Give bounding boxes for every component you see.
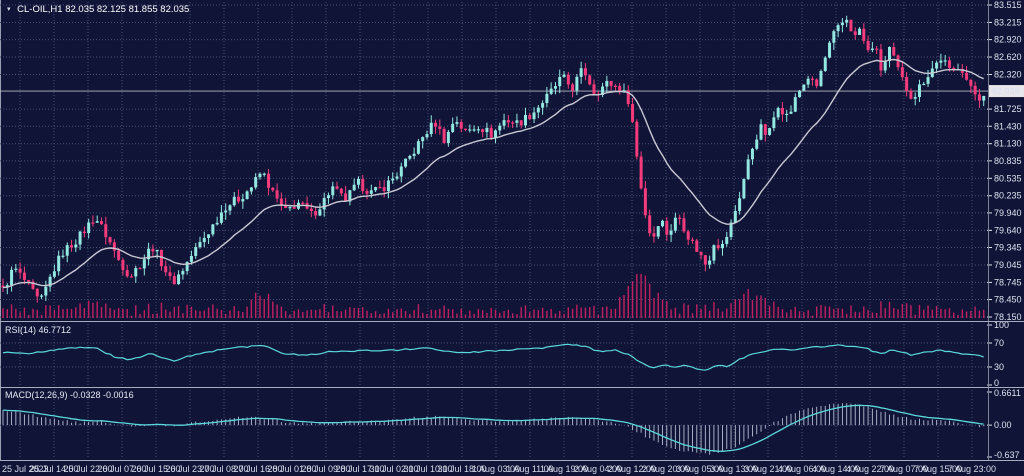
svg-text:80.835: 80.835 — [994, 156, 1022, 166]
time-label: 1 Aug 11:00 — [506, 464, 554, 474]
rsi-indicator-label: RSI(14) 46.7712 — [5, 325, 72, 335]
time-label: 4 Aug 14:00 — [811, 464, 861, 474]
svg-text:81.130: 81.130 — [994, 139, 1022, 149]
volume-bars — [2, 274, 985, 318]
rsi-indicator-canvas[interactable]: 100 70 30 0 — [0, 322, 1024, 388]
time-label: 31 Jul 18:00 — [437, 464, 487, 474]
svg-text:78.450: 78.450 — [994, 295, 1022, 305]
svg-text:70: 70 — [994, 338, 1004, 348]
svg-text:83.215: 83.215 — [994, 17, 1022, 27]
svg-text:0: 0 — [994, 378, 999, 388]
macd-histogram — [2, 403, 985, 455]
time-label: 26 Jul 07:00 — [97, 464, 147, 474]
svg-text:78.150: 78.150 — [994, 312, 1022, 322]
time-label: 27 Jul 08:00 — [199, 464, 249, 474]
price-axis[interactable]: 83.515 83.215 82.920 82.620 82.320 81.725 81.4… — [987, 0, 1022, 322]
time-label: 27 Jul 16:00 — [233, 464, 283, 474]
svg-text:-0.637: -0.637 — [994, 450, 1020, 460]
collapse-triangle-icon[interactable]: ▾ — [7, 6, 11, 13]
chart-title-text: CL-OIL,H1 82.035 82.125 81.855 82.035 — [17, 4, 190, 15]
svg-text:100: 100 — [994, 322, 1009, 330]
time-label: 3 Aug 21:00 — [743, 464, 793, 474]
time-label: 25 Jul 2023 — [2, 464, 49, 474]
svg-text:78.745: 78.745 — [994, 277, 1022, 287]
time-label: 31 Jul 10:00 — [403, 464, 453, 474]
time-label: 3 Aug 13:00 — [709, 464, 759, 474]
chart-title-bar: ▾ CL-OIL,H1 82.035 82.125 81.855 82.035 — [7, 4, 189, 15]
time-label: 25 Jul 14:00 — [29, 464, 79, 474]
svg-text:79.940: 79.940 — [994, 208, 1022, 218]
svg-text:79.640: 79.640 — [994, 225, 1022, 235]
time-label: 3 Aug 05:00 — [675, 464, 725, 474]
svg-text:81.725: 81.725 — [994, 104, 1022, 114]
time-label: 26 Jul 15:00 — [131, 464, 181, 474]
window-left-border — [0, 0, 1, 476]
time-label: 28 Jul 09:00 — [301, 464, 351, 474]
svg-text:82.035: 82.035 — [992, 86, 1020, 96]
panel-separator[interactable] — [0, 321, 1024, 322]
svg-text:82.620: 82.620 — [994, 52, 1022, 62]
moving-average-line — [2, 58, 984, 289]
time-axis[interactable]: 25 Jul 2023 25 Jul 14:00 25 Jul 22:00 26 Ju… — [0, 460, 1024, 476]
time-label: 2 Aug 12:00 — [607, 464, 657, 474]
time-label: 28 Jul 01:00 — [267, 464, 317, 474]
time-label: 4 Aug 06:00 — [777, 464, 827, 474]
time-label: 2 Aug 20:00 — [641, 464, 691, 474]
panel-separator[interactable] — [0, 387, 1024, 388]
main-grid — [0, 2, 988, 318]
time-label: 7 Aug 15:00 — [913, 464, 963, 474]
price-chart-canvas[interactable]: 83.515 83.215 82.920 82.620 82.320 81.725 81.4… — [0, 0, 1024, 322]
time-label: 26 Jul 23:00 — [165, 464, 215, 474]
time-label: 2 Aug 04:00 — [573, 464, 623, 474]
macd-indicator-label: MACD(12,26,9) -0.0328 -0.0016 — [5, 390, 134, 400]
current-price-tag: 82.035 — [988, 85, 1024, 98]
svg-text:0.00: 0.00 — [994, 420, 1012, 430]
time-label: 31 Jul 02:00 — [369, 464, 419, 474]
rsi-line — [2, 343, 984, 371]
time-label: 1 Aug 03:00 — [471, 464, 521, 474]
svg-text:79.345: 79.345 — [994, 243, 1022, 253]
svg-text:79.045: 79.045 — [994, 260, 1022, 270]
time-label: 7 Aug 07:00 — [879, 464, 929, 474]
macd-signal-line — [2, 404, 984, 452]
svg-text:82.320: 82.320 — [994, 69, 1022, 79]
candlesticks — [1, 15, 986, 303]
svg-text:30: 30 — [994, 362, 1004, 372]
price-axis-border — [988, 0, 989, 460]
svg-text:80.235: 80.235 — [994, 191, 1022, 201]
time-label: 4 Aug 22:00 — [845, 464, 895, 474]
macd-indicator-canvas[interactable]: 0.6611 0.00 -0.637 — [0, 388, 1024, 460]
time-label: 1 Aug 19:00 — [539, 464, 589, 474]
time-label: 7 Aug 23:00 — [947, 464, 997, 474]
svg-text:83.515: 83.515 — [994, 0, 1022, 10]
svg-text:80.535: 80.535 — [994, 173, 1022, 183]
svg-text:0.6611: 0.6611 — [994, 388, 1021, 398]
time-label: 28 Jul 17:00 — [335, 464, 385, 474]
svg-text:81.430: 81.430 — [994, 121, 1022, 131]
svg-text:82.920: 82.920 — [994, 35, 1022, 45]
time-label: 25 Jul 22:00 — [63, 464, 113, 474]
